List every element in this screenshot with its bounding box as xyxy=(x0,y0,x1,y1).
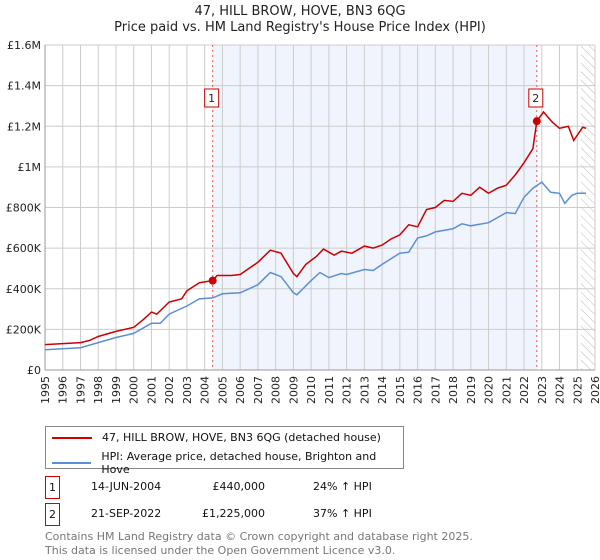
y-tick-label: £800K xyxy=(6,202,42,215)
y-tick-label: £1M xyxy=(18,161,42,174)
y-tick-label: £0 xyxy=(27,364,41,377)
legend-swatch-blue xyxy=(52,462,92,464)
x-tick-label: 1998 xyxy=(92,376,105,404)
x-tick-label: 2021 xyxy=(500,376,513,404)
footer-copyright: Contains HM Land Registry data © Crown c… xyxy=(45,530,473,543)
transaction-hpi: 37% ↑ HPI xyxy=(313,507,372,520)
price-chart: 1995 1996 1997 1998 1999 2000 2001 2002 2003 2004… xyxy=(6,39,600,404)
x-tick-label: 2002 xyxy=(163,376,176,404)
x-tick-label: 2003 xyxy=(181,376,194,404)
legend-item-property: 47, HILL BROW, HOVE, BN3 6QG (detached h… xyxy=(52,431,381,444)
x-tick-label: 1997 xyxy=(74,376,87,404)
legend-label-property: 47, HILL BROW, HOVE, BN3 6QG (detached h… xyxy=(102,431,381,444)
y-tick-label: £600K xyxy=(6,242,42,255)
x-tick-label: 2017 xyxy=(429,376,442,404)
x-tick-label: 2026 xyxy=(589,376,600,404)
series-line xyxy=(44,181,587,351)
y-tick-label: £200K xyxy=(6,323,42,336)
transaction-row: 2 21-SEP-2022 £1,225,000 37% ↑ HPI xyxy=(45,503,445,526)
x-tick-label: 2016 xyxy=(412,376,425,404)
legend: 47, HILL BROW, HOVE, BN3 6QG (detached h… xyxy=(45,426,404,476)
legend-item-hpi: HPI: Average price, detached house, Brig… xyxy=(52,450,403,476)
series-line xyxy=(44,110,587,346)
y-tick-label: £400K xyxy=(6,283,42,296)
y-tick-label: £1.4M xyxy=(7,80,41,93)
footer-licence: This data is licensed under the Open Gov… xyxy=(45,544,396,557)
x-tick-label: 2004 xyxy=(199,376,212,404)
x-tick-label: 1996 xyxy=(57,376,70,404)
sale-label-box xyxy=(204,88,220,108)
x-tick-label: 2023 xyxy=(536,376,549,404)
sale-point xyxy=(208,276,217,285)
x-tick-label: 2019 xyxy=(465,376,478,404)
x-tick-label: 2005 xyxy=(216,376,229,404)
transaction-price: £1,225,000 xyxy=(202,507,265,520)
x-tick-label: 2020 xyxy=(483,376,496,404)
x-tick-label: 1999 xyxy=(110,376,123,404)
x-tick-label: 2022 xyxy=(518,376,531,404)
x-tick-label: 2024 xyxy=(554,376,567,404)
chart-title: 47, HILL BROW, HOVE, BN3 6QG xyxy=(194,4,406,19)
sale-label: 1 xyxy=(208,92,215,105)
x-tick-label: 2008 xyxy=(270,376,283,404)
x-tick-label: 2012 xyxy=(341,376,354,404)
x-tick-label: 2013 xyxy=(358,376,371,404)
transaction-badge: 2 xyxy=(45,503,60,526)
transaction-date: 14-JUN-2004 xyxy=(91,480,162,493)
transaction-price: £440,000 xyxy=(212,480,266,493)
sale-point xyxy=(532,117,541,126)
chart-subtitle: Price paid vs. HM Land Registry's House … xyxy=(114,20,486,35)
x-tick-label: 2000 xyxy=(128,376,141,404)
x-tick-label: 2014 xyxy=(376,376,389,404)
y-tick-label: £1.2M xyxy=(7,120,41,133)
transaction-badge: 1 xyxy=(45,476,60,499)
x-tick-label: 2001 xyxy=(145,376,158,404)
x-tick-label: 2006 xyxy=(234,376,247,404)
x-tick-label: 2025 xyxy=(571,376,584,404)
transaction-date: 21-SEP-2022 xyxy=(91,507,162,520)
legend-label-hpi: HPI: Average price, detached house, Brig… xyxy=(101,450,377,476)
x-tick-label: 2007 xyxy=(252,376,265,404)
sale-label-box xyxy=(528,88,544,108)
x-tick-label: 2009 xyxy=(287,376,300,404)
y-tick-label: £1.6M xyxy=(7,39,41,52)
x-tick-label: 2011 xyxy=(323,376,336,404)
x-tick-label: 2015 xyxy=(394,376,407,404)
legend-swatch-red xyxy=(52,436,92,439)
transaction-row: 1 14-JUN-2004 £440,000 24% ↑ HPI xyxy=(45,476,445,499)
transaction-hpi: 24% ↑ HPI xyxy=(313,480,372,493)
x-tick-label: 1995 xyxy=(39,376,52,404)
x-tick-label: 2018 xyxy=(447,376,460,404)
sale-label: 2 xyxy=(532,92,539,105)
x-tick-label: 2010 xyxy=(305,376,318,404)
